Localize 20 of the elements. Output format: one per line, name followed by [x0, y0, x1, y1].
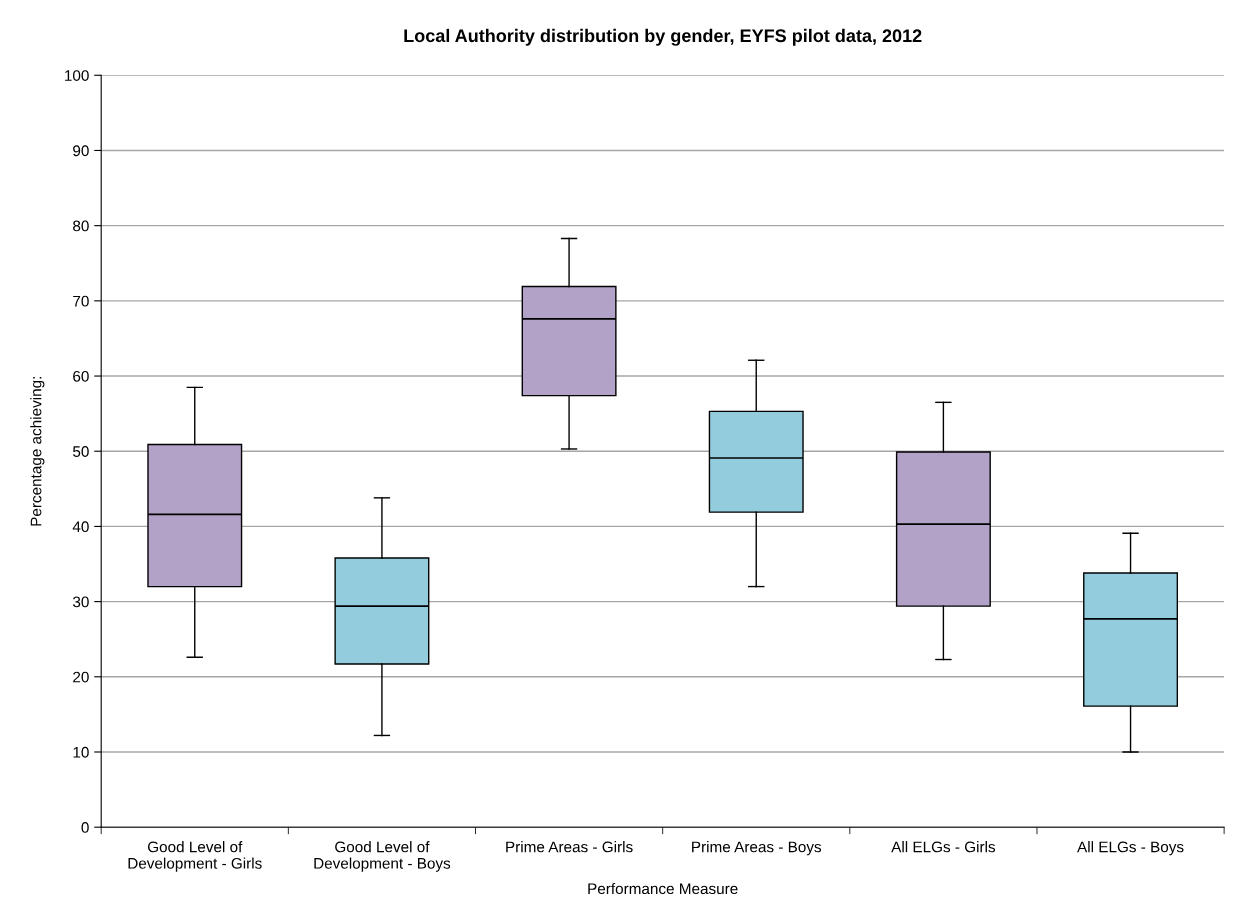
x-tick-label: All ELGs - Girls	[891, 841, 996, 853]
y-tick-label: 0	[81, 822, 89, 833]
y-tick-label: 100	[65, 70, 89, 81]
y-tick-label: 10	[73, 746, 89, 758]
chart-title: Local Authority distribution by gender, EYFS pilot data, 2012	[404, 28, 922, 46]
y-tick-label: 20	[73, 671, 89, 683]
y-tick-label: 60	[73, 370, 89, 382]
y-axis-title: Percentage achieving:	[30, 377, 45, 526]
x-tick-label: Good Level of Development - Boys	[314, 841, 451, 872]
y-tick-label: 50	[73, 446, 89, 457]
x-tick-label: Good Level of Development - Girls	[128, 841, 262, 872]
x-tick-label: Prime Areas - Girls	[506, 841, 633, 853]
y-tick-label: 90	[73, 145, 89, 157]
y-tick-label: 40	[72, 521, 89, 533]
x-tick-label: All ELGs - Boys	[1077, 841, 1184, 856]
x-axis-title: Performance Measure	[588, 882, 738, 895]
y-tick-label: 80	[73, 220, 89, 232]
y-tick-label: 70	[73, 295, 89, 307]
y-tick-label: 30	[72, 596, 89, 608]
x-tick-label: Prime Areas - Boys	[692, 841, 822, 856]
